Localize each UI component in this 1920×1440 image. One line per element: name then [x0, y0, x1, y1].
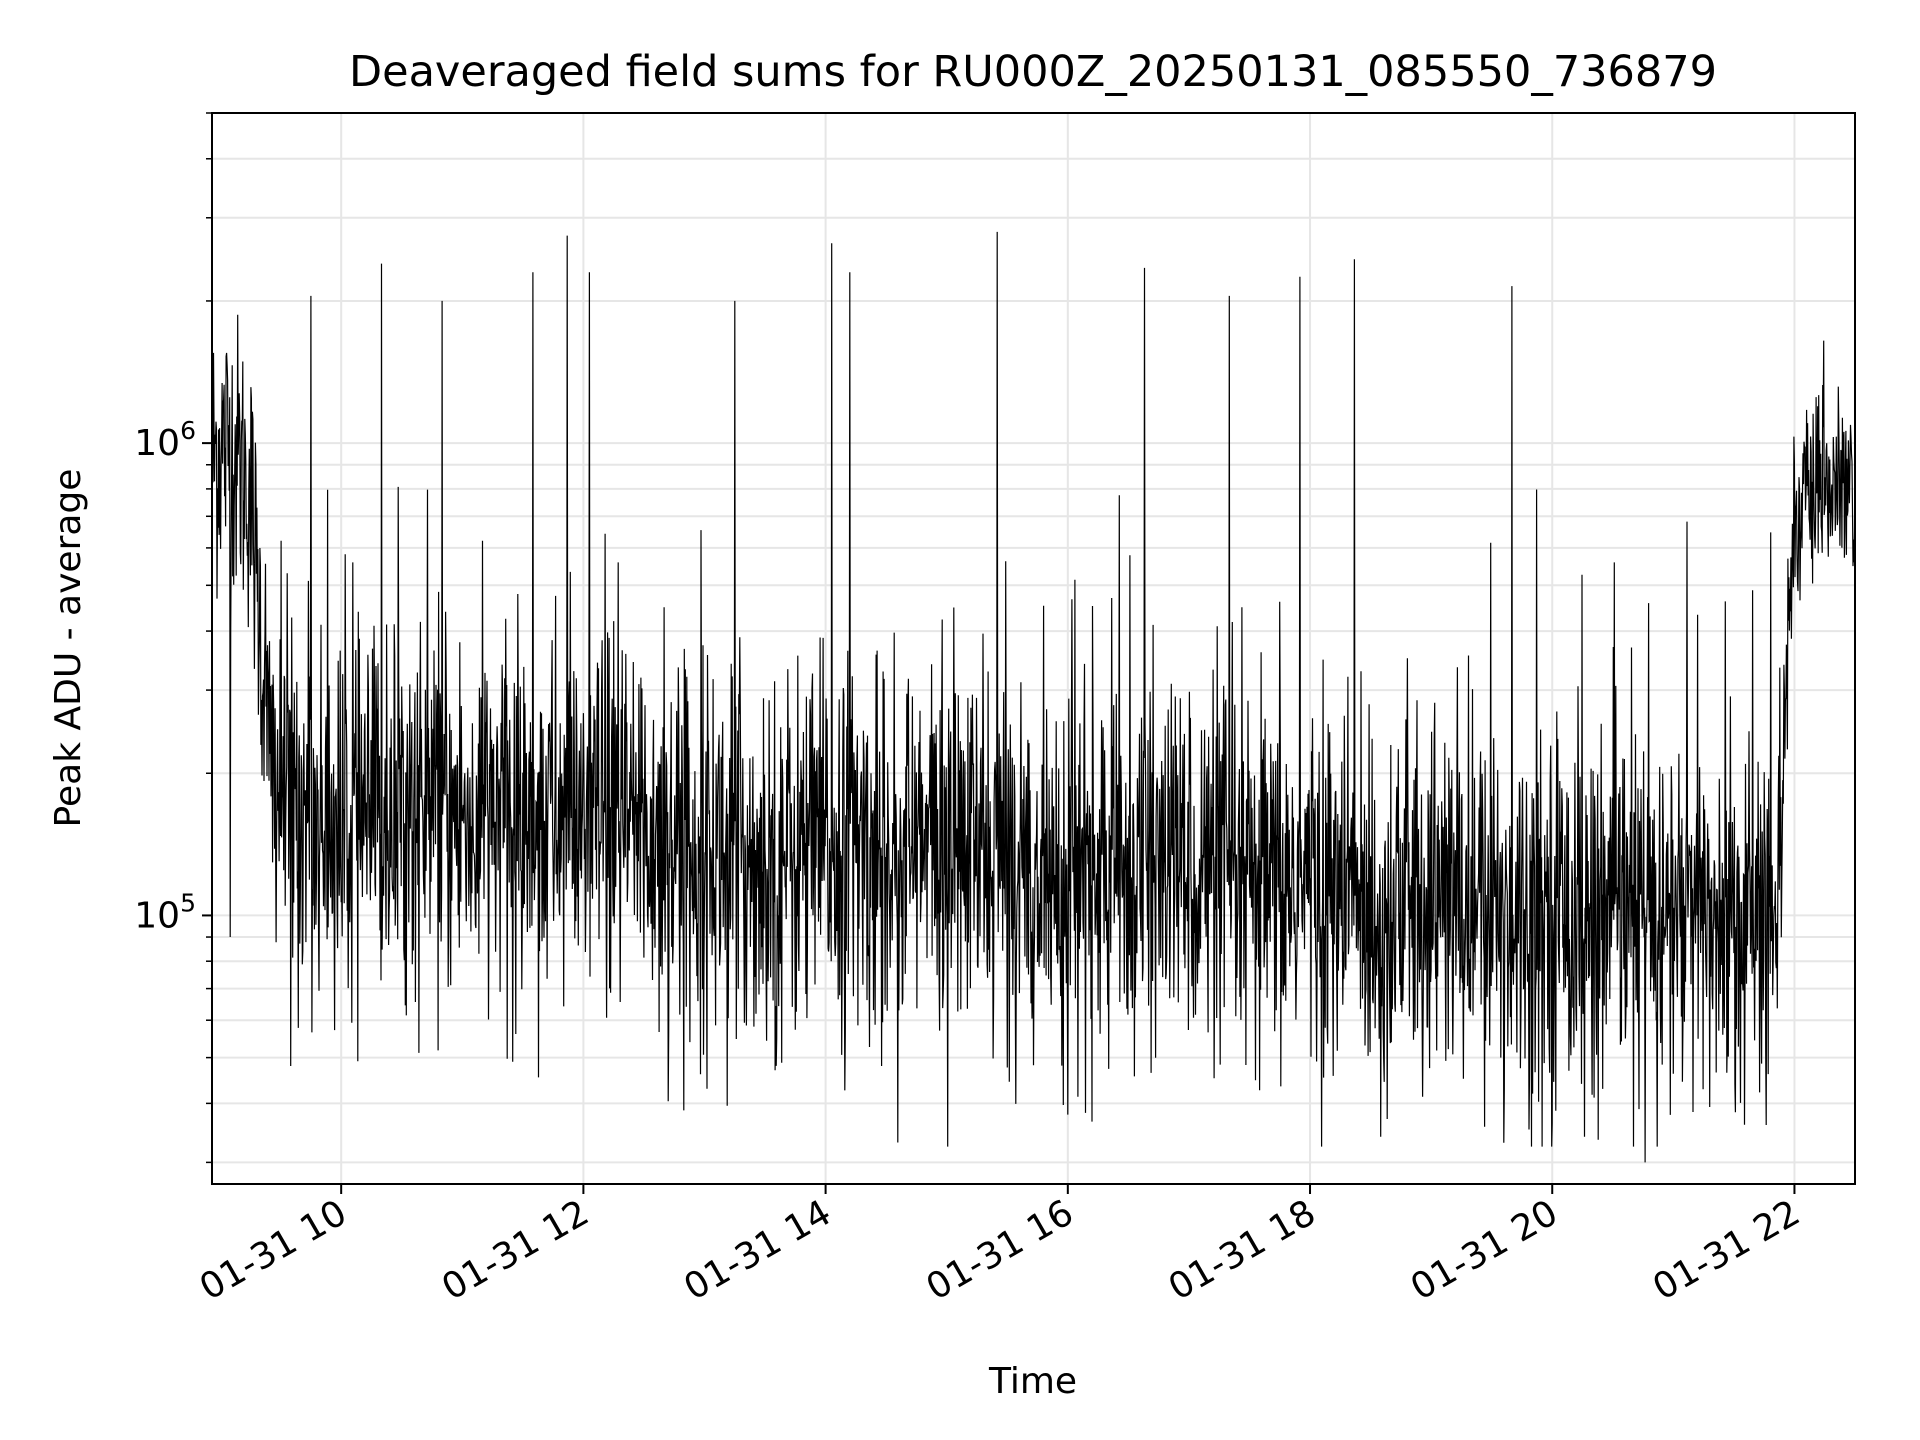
x-axis-label: Time [988, 1361, 1077, 1402]
chart-title: Deaveraged field sums for RU000Z_2025013… [349, 47, 1717, 97]
series-line [212, 231, 1855, 1163]
y-tick-label: 105 [134, 888, 196, 936]
plot-frame [211, 112, 1856, 1185]
plot-series-group [212, 231, 1855, 1163]
y-axis-ticks: 105 106 [134, 112, 212, 1164]
y-axis-label: Peak ADU - average [48, 469, 89, 828]
series-layer [212, 231, 1855, 1163]
y-tick-label: 106 [134, 416, 196, 464]
